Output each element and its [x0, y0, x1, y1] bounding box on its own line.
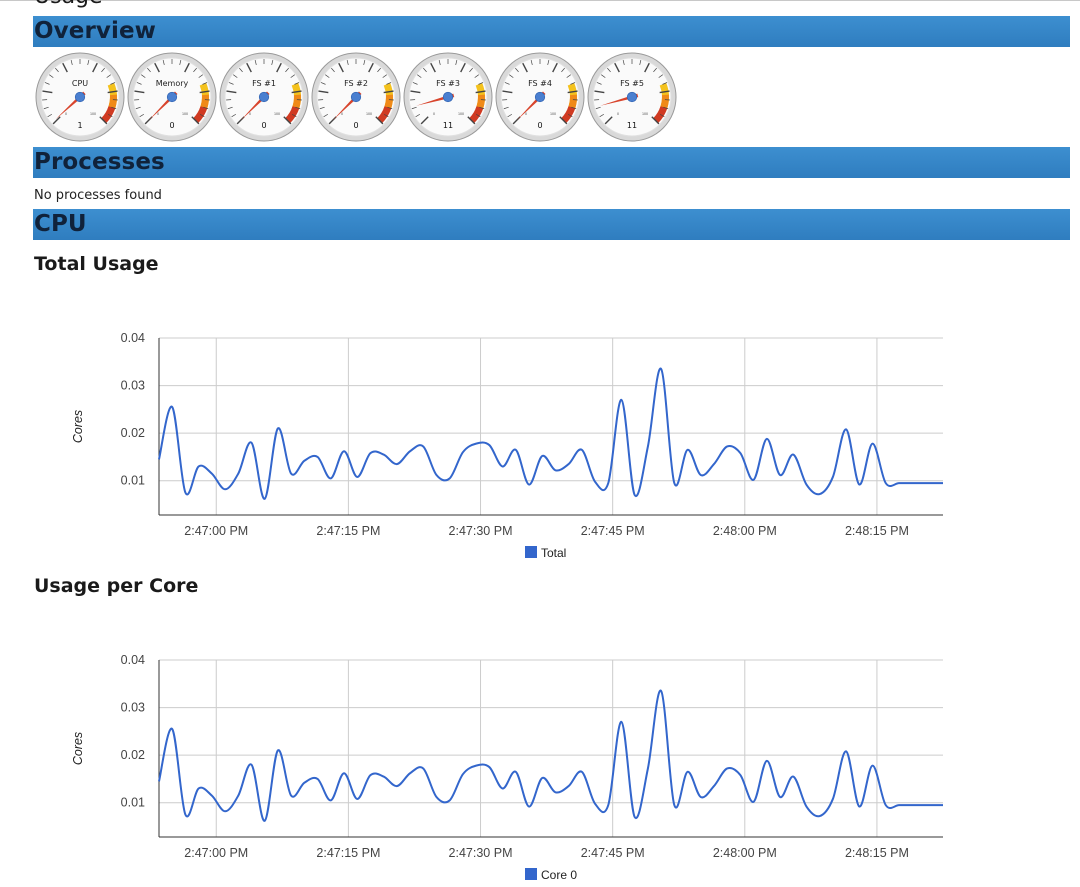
gauge-memory: Memory 0 100 0: [127, 52, 217, 142]
y-tick-label: 0.01: [121, 796, 145, 810]
gauge-min-label: 0: [65, 112, 67, 116]
x-tick-label: 2:47:15 PM: [316, 846, 380, 860]
gauge-value: 11: [627, 121, 637, 130]
usage-per-core-chart: 0.01 0.02 0.03 0.04 2:47:00 PM 2:47:15 PM 2:47…: [60, 647, 960, 887]
gauge-min-label: 0: [341, 112, 343, 116]
gauge-fs-4: FS #4 0 100 0: [495, 52, 585, 142]
total-usage-title: Total Usage: [34, 253, 159, 275]
gauge-min-label: 0: [249, 112, 251, 116]
y-tick-label: 0.01: [121, 474, 145, 488]
gauge-label: Memory: [156, 79, 189, 88]
x-tick-label: 2:47:00 PM: [184, 524, 248, 538]
gauge-dial: FS #1 0 100 0: [219, 52, 309, 142]
legend-label: Total: [541, 546, 566, 560]
legend-swatch: [525, 546, 537, 558]
gauge-fs-3: FS #3 0 100 11: [403, 52, 493, 142]
gauge-hub: [535, 92, 545, 102]
y-tick-label: 0.04: [121, 653, 145, 667]
gauge-label: FS #5: [620, 79, 644, 88]
gauge-value: 0: [537, 121, 542, 130]
top-divider: [0, 0, 1080, 1]
y-tick-label: 0.03: [121, 701, 145, 715]
overview-title: Overview: [34, 17, 156, 46]
series-line: [159, 691, 943, 821]
gauge-value: 11: [443, 121, 453, 130]
gauge-dial: FS #5 0 100 11: [587, 52, 677, 142]
gauge-min-label: 0: [525, 112, 527, 116]
gauge-max-label: 100: [550, 112, 556, 116]
legend-swatch: [525, 868, 537, 880]
cpu-section-header: CPU: [33, 209, 1070, 240]
gauge-hub: [75, 92, 85, 102]
x-tick-label: 2:47:30 PM: [449, 846, 513, 860]
cpu-title: CPU: [34, 210, 87, 239]
y-axis-label: Cores: [71, 732, 85, 765]
x-tick-label: 2:48:00 PM: [713, 524, 777, 538]
gauge-value: 0: [353, 121, 358, 130]
gauge-label: FS #3: [436, 79, 460, 88]
gauge-fs-5: FS #5 0 100 11: [587, 52, 677, 142]
gauge-min-label: 0: [433, 112, 435, 116]
y-axis-label: Cores: [71, 410, 85, 443]
gauge-min-label: 0: [617, 112, 619, 116]
x-tick-label: 2:48:00 PM: [713, 846, 777, 860]
gauge-cpu: CPU 0 100 1: [35, 52, 125, 142]
gauge-dial: FS #3 0 100 11: [403, 52, 493, 142]
gauge-value: 0: [261, 121, 266, 130]
series-line: [159, 369, 943, 499]
chart-canvas: 0.01 0.02 0.03 0.04 2:47:00 PM 2:47:15 PM 2:47…: [60, 647, 960, 887]
gauge-hub: [443, 92, 453, 102]
gauge-fs-2: FS #2 0 100 0: [311, 52, 401, 142]
overview-section-header: Overview: [33, 16, 1070, 47]
gauge-max-label: 100: [642, 112, 648, 116]
gauge-max-label: 100: [90, 112, 96, 116]
processes-title: Processes: [34, 148, 165, 177]
gauge-dial: FS #2 0 100 0: [311, 52, 401, 142]
gauge-row: CPU 0 100 1 Memory 0 100 0 FS #1 0 100 0 FS #2 0 10…: [35, 52, 735, 142]
gauge-label: CPU: [72, 79, 88, 88]
gauge-min-label: 0: [157, 112, 159, 116]
processes-section-header: Processes: [33, 147, 1070, 178]
gauge-value: 1: [77, 121, 82, 130]
page-heading-partial: Usage: [34, 0, 103, 9]
gauge-label: FS #1: [252, 79, 276, 88]
y-tick-label: 0.02: [121, 426, 145, 440]
usage-per-core-title: Usage per Core: [34, 575, 198, 597]
x-tick-label: 2:47:30 PM: [449, 524, 513, 538]
x-tick-label: 2:48:15 PM: [845, 524, 909, 538]
gauge-hub: [259, 92, 269, 102]
no-processes-message: No processes found: [34, 188, 162, 203]
gauge-hub: [351, 92, 361, 102]
gauge-max-label: 100: [274, 112, 280, 116]
gauge-label: FS #2: [344, 79, 368, 88]
legend-label: Core 0: [541, 868, 577, 882]
x-tick-label: 2:47:45 PM: [581, 846, 645, 860]
gauge-dial: FS #4 0 100 0: [495, 52, 585, 142]
x-tick-label: 2:47:45 PM: [581, 524, 645, 538]
x-tick-label: 2:47:00 PM: [184, 846, 248, 860]
gauge-dial: Memory 0 100 0: [127, 52, 217, 142]
total-usage-chart: 0.01 0.02 0.03 0.04 2:47:00 PM 2:47:15 PM 2:47…: [60, 325, 960, 565]
gauge-dial: CPU 0 100 1: [35, 52, 125, 142]
gauge-max-label: 100: [458, 112, 464, 116]
gauge-fs-1: FS #1 0 100 0: [219, 52, 309, 142]
gauge-hub: [627, 92, 637, 102]
x-tick-label: 2:48:15 PM: [845, 846, 909, 860]
gauge-max-label: 100: [182, 112, 188, 116]
x-tick-label: 2:47:15 PM: [316, 524, 380, 538]
y-tick-label: 0.03: [121, 379, 145, 393]
y-tick-label: 0.04: [121, 331, 145, 345]
gauge-value: 0: [169, 121, 174, 130]
gauge-hub: [167, 92, 177, 102]
gauge-label: FS #4: [528, 79, 552, 88]
y-tick-label: 0.02: [121, 748, 145, 762]
gauge-max-label: 100: [366, 112, 372, 116]
chart-canvas: 0.01 0.02 0.03 0.04 2:47:00 PM 2:47:15 PM 2:47…: [60, 325, 960, 565]
